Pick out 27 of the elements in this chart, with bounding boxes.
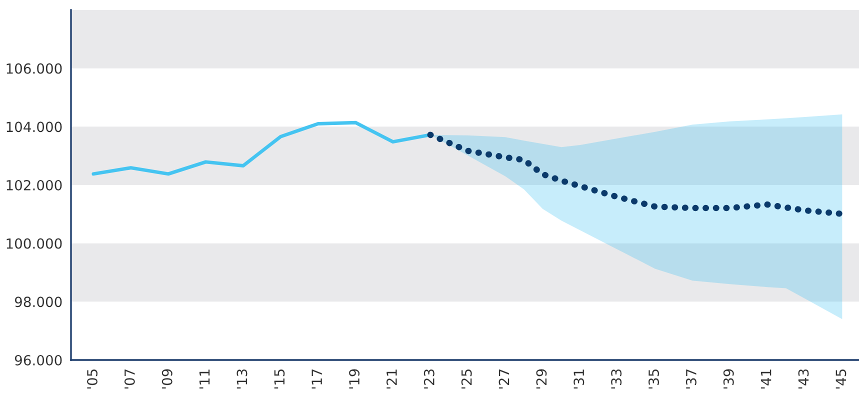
x-tick-label: '27: [498, 370, 510, 388]
y-tick-label: 102.000: [6, 180, 62, 190]
y-tick-label: 96.000: [14, 354, 62, 366]
x-tick-label: '41: [760, 370, 772, 388]
x-tick-label: '23: [424, 369, 434, 388]
x-tick-label: '39: [723, 369, 734, 388]
y-tick-label: 98.000: [14, 296, 62, 308]
x-tick-label: '35: [648, 370, 660, 388]
x-tick-label: '43: [798, 369, 809, 388]
x-tick-label: '17: [312, 370, 322, 388]
x-tick-label: '29: [536, 369, 547, 388]
x-tick-label: '31: [574, 370, 584, 388]
x-tick-label: '07: [124, 370, 135, 388]
x-tick-label: '25: [461, 370, 472, 388]
x-tick-label: '37: [686, 370, 696, 388]
x-tick-label: '09: [162, 369, 172, 388]
x-tick-label: '21: [386, 370, 397, 388]
x-tick-label: '15: [274, 370, 285, 388]
y-tick-label: 104.000: [6, 122, 62, 132]
y-tick-label: 106.000: [6, 63, 62, 74]
x-tick-label: '19: [349, 369, 360, 388]
x-tick-label: '33: [611, 369, 622, 388]
x-tick-label: '45: [836, 370, 846, 388]
x-tick-label: '11: [199, 370, 210, 388]
y-tick-label: 100.000: [6, 238, 62, 249]
x-tick-label: '13: [236, 369, 248, 388]
x-tick-label: '05: [86, 370, 98, 388]
